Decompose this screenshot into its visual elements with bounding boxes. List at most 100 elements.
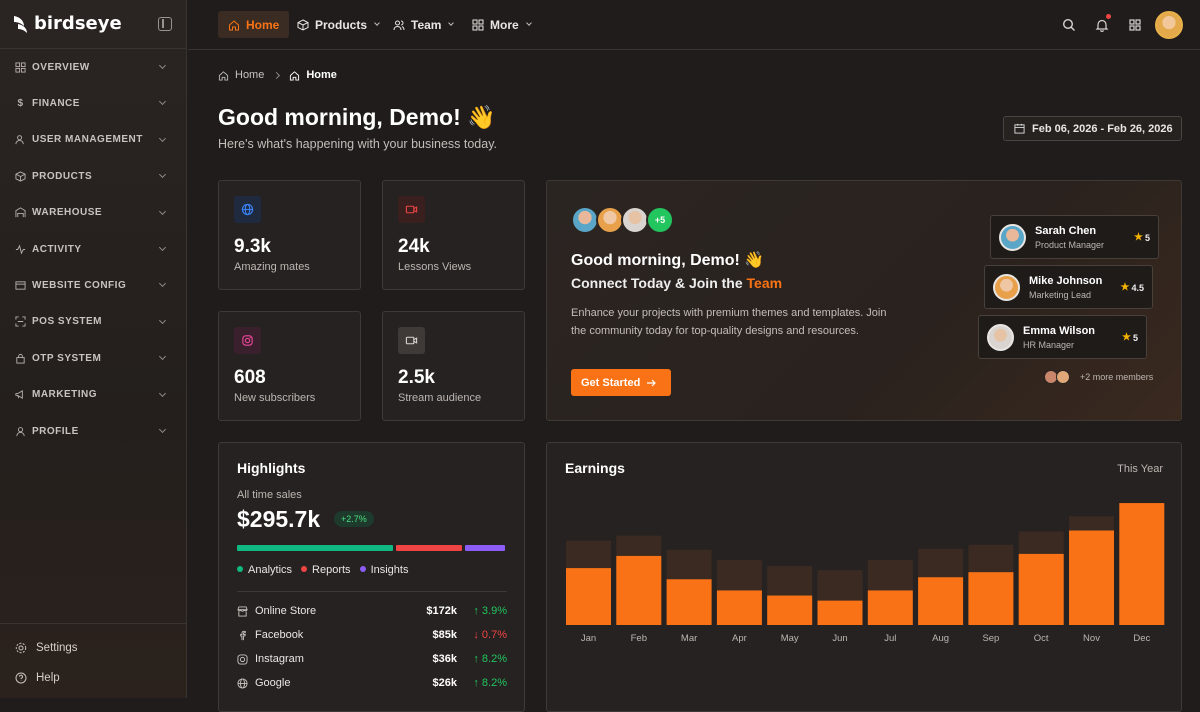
sidebar-item-pos-system[interactable]: POS SYSTEM: [0, 304, 187, 340]
help-circle-icon: [15, 672, 27, 684]
chevron-down-icon: [158, 425, 167, 433]
x-tick-label: Jan: [581, 633, 596, 644]
sidebar-item-otp-system[interactable]: OTP SYSTEM: [0, 340, 187, 376]
megaphone-icon: [15, 389, 26, 400]
grid-icon: [15, 62, 26, 73]
star-icon: ★: [1122, 332, 1131, 343]
earnings-bar-sep: [968, 572, 1014, 625]
chevron-down-icon: [158, 280, 167, 288]
app-logo[interactable]: birdseye: [12, 13, 122, 34]
chevron-down-icon: [448, 20, 455, 26]
channel-name: Online Store: [255, 605, 317, 617]
search-icon[interactable]: [1062, 18, 1076, 32]
sidebar-item-label: POS SYSTEM: [32, 316, 103, 328]
warehouse-icon: [15, 207, 26, 218]
camera-icon: [398, 327, 425, 354]
stat-value: 9.3k: [234, 236, 271, 257]
channel-change: ↑ 8.2%: [473, 677, 507, 689]
nav-home[interactable]: Home: [218, 11, 290, 38]
channel-name: Facebook: [255, 629, 304, 641]
collapse-sidebar-icon[interactable]: [158, 17, 172, 31]
hero-team-accent: Team: [746, 275, 783, 291]
member-rating: ★ 5: [1134, 232, 1150, 243]
avatar: [999, 224, 1026, 251]
apps-grid-icon[interactable]: [1128, 18, 1142, 32]
legend-item-analytics: Analytics: [237, 564, 292, 576]
settings-link[interactable]: Settings: [15, 642, 78, 654]
legend-label: Reports: [312, 564, 351, 576]
channel-row[interactable]: Facebook $85k ↓ 0.7%: [237, 625, 507, 645]
chevron-down-icon: [158, 207, 167, 215]
get-started-button[interactable]: Get Started: [571, 369, 671, 396]
star-icon: ★: [1120, 282, 1130, 293]
breakdown-segment-insights: [465, 545, 505, 551]
instagram-icon: [234, 327, 261, 354]
stat-card-subscribers: 608 New subscribers: [218, 311, 361, 421]
earnings-period-selector[interactable]: This Year: [1117, 463, 1163, 475]
more-members[interactable]: +2 more members: [1044, 370, 1153, 384]
stat-card-mates: 9.3k Amazing mates: [218, 180, 361, 290]
x-tick-label: Apr: [732, 633, 747, 644]
sidebar-item-products[interactable]: PRODUCTS: [0, 158, 187, 194]
channel-row[interactable]: Google $26k ↑ 8.2%: [237, 673, 507, 693]
user-avatar[interactable]: [1155, 11, 1183, 39]
top-navbar: Home Products Team More: [188, 0, 1200, 50]
sidebar-item-warehouse[interactable]: WAREHOUSE: [0, 195, 187, 231]
member-role: Marketing Lead: [1029, 290, 1092, 300]
stat-card-lessons: 24k Lessons Views: [382, 180, 525, 290]
member-card[interactable]: Emma Wilson HR Manager ★ 5: [978, 315, 1147, 359]
bell-icon[interactable]: [1095, 18, 1109, 32]
member-role: Product Manager: [1035, 240, 1105, 250]
chevron-right-icon: [273, 71, 281, 79]
more-avatars-badge: +5: [646, 206, 674, 234]
birdseye-logo-icon: [14, 15, 27, 33]
rating-value: 5: [1144, 232, 1150, 243]
avatar: [1056, 370, 1070, 384]
x-tick-label: Jul: [884, 633, 896, 644]
sales-change-badge: +2.7%: [334, 511, 374, 527]
sidebar-item-overview[interactable]: OVERVIEW: [0, 49, 187, 85]
highlights-divider: [237, 591, 507, 592]
app-name: birdseye: [34, 13, 122, 34]
activity-icon: [15, 244, 26, 255]
chevron-down-icon: [158, 171, 167, 179]
page-title: Good morning, Demo! 👋: [218, 104, 496, 130]
earnings-bar-oct: [1018, 553, 1064, 625]
facebook-icon: [240, 630, 246, 640]
breadcrumb-root[interactable]: Home: [235, 69, 265, 81]
earnings-bar-dec: [1119, 503, 1165, 625]
date-range-picker[interactable]: Feb 06, 2026 - Feb 26, 2026: [1003, 116, 1182, 141]
channel-row[interactable]: Online Store $172k ↑ 3.9%: [237, 601, 507, 621]
nav-team[interactable]: Team: [383, 11, 463, 38]
sidebar-item-marketing[interactable]: MARKETING: [0, 377, 187, 413]
member-card[interactable]: Mike Johnson Marketing Lead ★ 4.5: [984, 265, 1153, 309]
help-link[interactable]: Help: [15, 672, 60, 684]
sidebar-item-website-config[interactable]: WEBSITE CONFIG: [0, 267, 187, 303]
earnings-bar-feb: [616, 555, 662, 625]
hero-description: Enhance your projects with premium theme…: [571, 307, 887, 337]
sidebar-item-user-management[interactable]: USER MANAGEMENT: [0, 122, 187, 158]
earnings-bar-nov: [1069, 530, 1114, 625]
channel-row[interactable]: Instagram $36k ↑ 8.2%: [237, 649, 507, 669]
channel-change: ↑ 3.9%: [473, 605, 507, 617]
earnings-bar-jan: [566, 568, 611, 625]
users-icon: [15, 134, 26, 145]
nav-more[interactable]: More: [462, 11, 541, 38]
home-icon: [290, 70, 300, 81]
gear-icon: [15, 642, 27, 654]
nav-products[interactable]: Products: [287, 11, 389, 38]
stat-label: New subscribers: [234, 392, 316, 404]
breakdown-segment-analytics: [237, 545, 393, 551]
chevron-down-icon: [158, 353, 167, 361]
sidebar-item-activity[interactable]: ACTIVITY: [0, 231, 187, 267]
sidebar-item-profile[interactable]: PROFILE: [0, 413, 187, 449]
settings-label: Settings: [36, 642, 78, 654]
avatar: [621, 206, 649, 234]
home-icon: [229, 19, 239, 30]
member-card[interactable]: Sarah Chen Product Manager ★ 5: [990, 215, 1159, 259]
sidebar-item-finance[interactable]: $ FINANCE: [0, 85, 187, 121]
earnings-bar-aug: [918, 577, 964, 625]
earnings-bar-apr: [716, 590, 762, 625]
calendar-icon: [1014, 123, 1025, 134]
window-icon: [15, 280, 26, 291]
